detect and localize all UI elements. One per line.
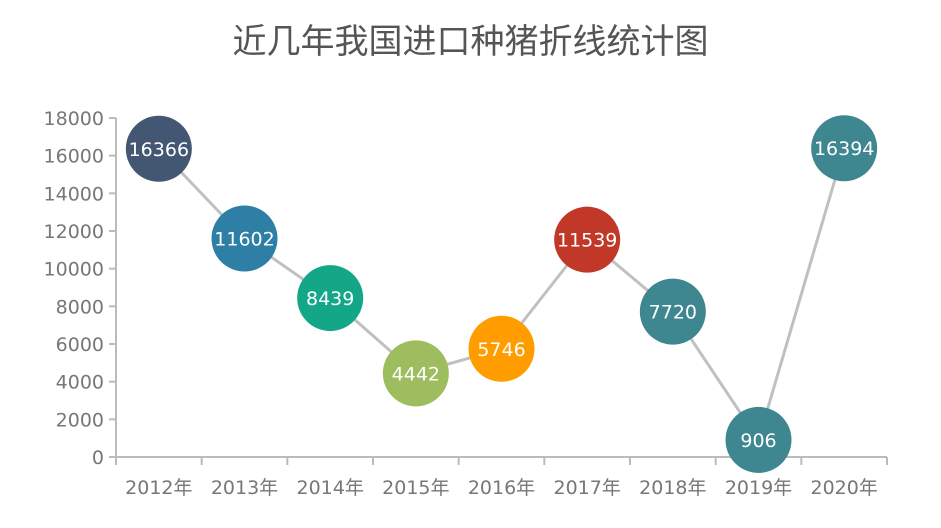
data-point: [125, 115, 192, 182]
data-point: [639, 278, 706, 345]
y-tick-label: 14000: [44, 183, 104, 205]
data-label: 16366: [129, 139, 189, 161]
x-tick-label: 2019年: [725, 477, 792, 499]
data-label: 11602: [214, 228, 274, 250]
data-label: 8439: [306, 288, 354, 310]
data-point: [468, 315, 535, 382]
data-point: [382, 340, 449, 407]
data-point: [725, 406, 792, 473]
data-label: 4442: [392, 363, 440, 385]
data-label: 906: [740, 430, 776, 452]
x-tick-label: 2014年: [296, 477, 363, 499]
data-point: [211, 205, 278, 272]
y-tick-label: 12000: [44, 221, 104, 243]
y-tick-label: 6000: [56, 334, 104, 356]
data-label: 5746: [477, 339, 525, 361]
y-tick-label: 10000: [44, 259, 104, 281]
y-tick-label: 16000: [44, 146, 104, 168]
data-point: [811, 115, 878, 182]
y-tick-label: 2000: [56, 409, 104, 431]
x-tick-label: 2017年: [553, 477, 620, 499]
series-line: [157, 147, 846, 444]
y-tick-label: 8000: [56, 296, 104, 318]
data-label: 11539: [557, 230, 617, 252]
data-label: 7720: [649, 302, 697, 324]
y-tick-label: 0: [92, 447, 104, 469]
chart-title: 近几年我国进口种猪折线统计图: [232, 22, 709, 62]
data-point: [554, 206, 621, 273]
x-tick-label: 2020年: [810, 477, 877, 499]
x-tick-label: 2016年: [468, 477, 535, 499]
x-tick-label: 2018年: [639, 477, 706, 499]
x-tick-label: 2013年: [211, 477, 278, 499]
y-tick-label: 18000: [44, 108, 104, 130]
data-points: 16366 11602 8439 4442 5746 11539 7720 906 16394: [125, 115, 878, 473]
x-tick-label: 2015年: [382, 477, 449, 499]
data-point: [297, 265, 364, 332]
axes: 0 2000 4000 6000 8000 10000 12000 14000 16000 180…: [44, 108, 888, 499]
x-tick-label: 2012年: [125, 477, 192, 499]
y-tick-label: 4000: [56, 372, 104, 394]
series-polyline: [157, 147, 846, 444]
data-label: 16394: [814, 138, 874, 160]
